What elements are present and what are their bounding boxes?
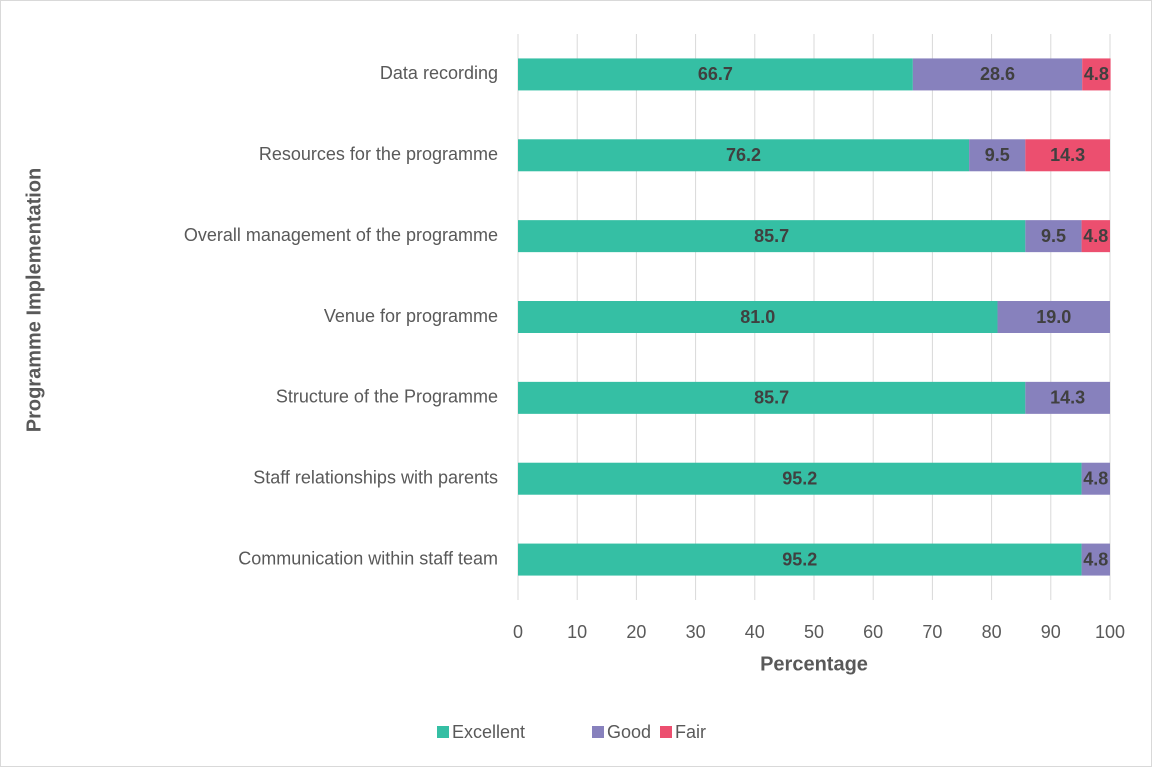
- y-tick-label: Communication within staff team: [238, 548, 498, 568]
- value-label: 9.5: [985, 145, 1010, 165]
- legend-swatch: [660, 726, 672, 738]
- value-label: 19.0: [1036, 307, 1071, 327]
- value-label: 95.2: [782, 468, 817, 488]
- x-tick-label: 20: [626, 622, 646, 642]
- x-tick-label: 0: [513, 622, 523, 642]
- x-tick-label: 50: [804, 622, 824, 642]
- legend-swatch: [592, 726, 604, 738]
- value-label: 76.2: [726, 145, 761, 165]
- x-tick-label: 30: [686, 622, 706, 642]
- value-label: 95.2: [782, 549, 817, 569]
- y-tick-label: Structure of the Programme: [276, 387, 498, 407]
- y-tick-label: Data recording: [380, 63, 498, 83]
- bar-segment: [969, 139, 1026, 172]
- value-label: 81.0: [740, 307, 775, 327]
- bar-segment: [518, 381, 1026, 414]
- value-label: 66.7: [698, 64, 733, 84]
- y-tick-label: Venue for programme: [324, 306, 498, 326]
- bar-segment: [912, 58, 1083, 91]
- value-label: 85.7: [754, 226, 789, 246]
- bar-segment: [518, 58, 913, 91]
- bar-segment: [518, 301, 998, 333]
- x-tick-label: 10: [567, 622, 587, 642]
- bar-segment: [1081, 543, 1110, 576]
- bar-segment: [1081, 220, 1110, 253]
- legend-label: Good: [607, 722, 651, 742]
- x-tick-label: 60: [863, 622, 883, 642]
- value-label: 4.8: [1083, 549, 1108, 569]
- value-label: 14.3: [1050, 388, 1085, 408]
- value-label: 4.8: [1083, 226, 1108, 246]
- y-axis-label: Programme Implementation: [23, 168, 45, 433]
- bar-segment: [997, 301, 1110, 333]
- y-tick-label: Overall management of the programme: [184, 225, 498, 245]
- value-label: 14.3: [1050, 145, 1085, 165]
- value-label: 4.8: [1084, 64, 1109, 84]
- value-label: 4.8: [1083, 468, 1108, 488]
- bar-segment: [518, 462, 1082, 495]
- bar-segment: [1082, 58, 1111, 91]
- legend-label: Fair: [675, 722, 706, 742]
- x-tick-label: 90: [1041, 622, 1061, 642]
- bar-segment: [1025, 220, 1082, 253]
- bar-segment: [518, 139, 970, 172]
- x-axis-label: Percentage: [760, 653, 868, 675]
- bar-segment: [1025, 381, 1110, 414]
- legend-label: Excellent: [452, 722, 525, 742]
- bar-segment: [1025, 139, 1110, 172]
- legend-swatch: [437, 726, 449, 738]
- y-tick-label: Resources for the programme: [259, 144, 498, 164]
- x-tick-label: 100: [1095, 622, 1125, 642]
- x-tick-label: 40: [745, 622, 765, 642]
- bar-segment: [518, 220, 1026, 253]
- value-label: 85.7: [754, 388, 789, 408]
- x-tick-label: 70: [922, 622, 942, 642]
- bar-segment: [518, 543, 1082, 576]
- value-label: 28.6: [980, 64, 1015, 84]
- y-tick-label: Staff relationships with parents: [253, 467, 498, 487]
- x-tick-label: 80: [982, 622, 1002, 642]
- bar-segment: [1081, 462, 1110, 495]
- value-label: 9.5: [1041, 226, 1066, 246]
